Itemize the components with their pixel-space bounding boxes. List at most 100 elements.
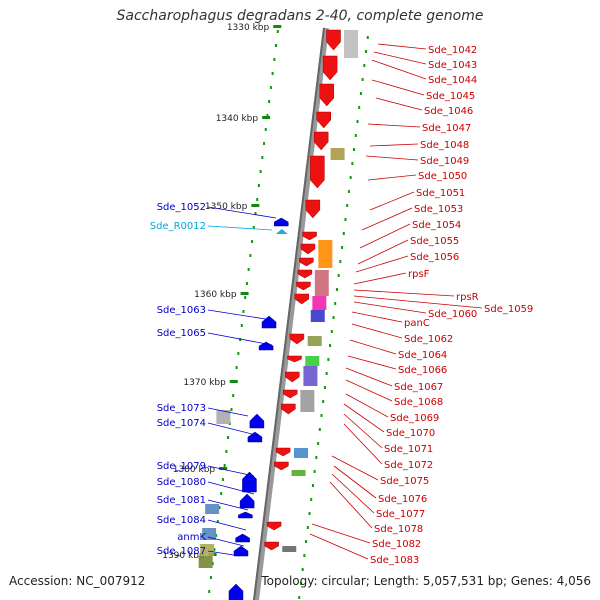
left-gene-label: Sde_1073 (157, 403, 206, 414)
track-dot (220, 492, 223, 495)
label-leader-line (345, 393, 389, 418)
right-gene-label: Sde_1071 (384, 444, 433, 455)
right-gene-label: Sde_1072 (384, 460, 433, 471)
track-dot (263, 142, 266, 145)
track-dot (363, 64, 366, 67)
label-leader-line (207, 407, 249, 417)
feature-block (314, 270, 329, 296)
right-gene-label: Sde_1075 (380, 476, 429, 487)
reverse-gene-arrow (239, 493, 255, 509)
accession-text: Accession: NC_007912 (9, 574, 146, 588)
label-leader-line (207, 481, 255, 495)
left-gene-label: Sde_1087 (157, 546, 206, 557)
track-dot (221, 478, 224, 481)
track-dot (351, 162, 354, 165)
track-dot (358, 106, 361, 109)
label-leader-line (351, 311, 403, 323)
label-leader-line (367, 123, 421, 128)
reverse-genes (228, 217, 289, 600)
right-gene-label: Sde_1070 (386, 428, 435, 439)
topology-text: Topology: circular; Length: 5,057,531 bp… (261, 574, 591, 588)
left-gene-label: Sde_1081 (157, 495, 206, 506)
label-leader-line (369, 143, 419, 147)
track-dot (208, 590, 211, 593)
forward-gene-arrow (319, 83, 335, 107)
track-dot (225, 450, 228, 453)
track-dot (332, 316, 335, 319)
forward-gene-arrow (313, 131, 329, 151)
track-dot (259, 170, 262, 173)
feature-block (305, 356, 320, 366)
right-gene-label: Sde_1062 (404, 334, 453, 345)
label-leader-line (353, 289, 455, 297)
feature-block (344, 30, 359, 58)
right-gene-label: Sde_1056 (410, 252, 459, 263)
reverse-gene-arrow (261, 315, 277, 329)
forward-gene-arrow (266, 521, 282, 531)
right-gene-label: panC (404, 318, 430, 329)
right-gene-label: Sde_1066 (398, 365, 447, 376)
feature-block (307, 336, 322, 346)
track-dot (256, 198, 259, 201)
track-dot (232, 394, 235, 397)
reverse-gene-arrow (235, 533, 250, 543)
label-leader-line (207, 499, 249, 511)
track-dot (339, 260, 342, 263)
track-dot (323, 386, 326, 389)
feature-block (202, 528, 217, 540)
reverse-gene-arrow (242, 471, 257, 493)
track-dot (276, 30, 279, 33)
track-dot (273, 58, 276, 61)
track-dot (254, 212, 257, 215)
right-gene-labels: Sde_1042 Sde_1043 Sde_1044 Sde_1045 Sde_1046… (309, 43, 533, 566)
track-dot (317, 442, 320, 445)
track-dot (251, 240, 254, 243)
right-gene-label: Sde_1082 (372, 539, 421, 550)
track-dot (344, 218, 347, 221)
label-leader-line (207, 309, 273, 321)
label-leader-line (329, 481, 373, 529)
track-dot (359, 92, 362, 95)
right-gene-label: Sde_1060 (428, 309, 477, 320)
forward-gene-arrow (282, 389, 298, 399)
green-dot-tracks (208, 30, 369, 599)
left-gene-label: Sde_1065 (157, 328, 206, 339)
tick-mark (251, 204, 260, 207)
forward-gene-arrow (326, 29, 341, 51)
track-dot (327, 358, 330, 361)
track-dot (218, 506, 221, 509)
right-gene-label: Sde_1054 (412, 220, 461, 231)
track-dot (268, 100, 271, 103)
feature-block (205, 504, 220, 514)
track-dot (341, 246, 344, 249)
right-gene-label: Sde_1049 (420, 156, 469, 167)
left-gene-label: Sde_1063 (157, 305, 206, 316)
track-dot (237, 352, 240, 355)
left-gene-label: anmK (177, 532, 206, 543)
label-leader-line (369, 191, 415, 211)
label-leader-line (367, 174, 417, 181)
track-dot (209, 576, 212, 579)
track-dot (216, 520, 219, 523)
track-dot (356, 120, 359, 123)
right-gene-label: Sde_1055 (410, 236, 459, 247)
label-leader-line (377, 43, 427, 50)
feature-block (198, 556, 213, 568)
track-dot (252, 226, 255, 229)
right-gene-label: Sde_1048 (420, 140, 469, 151)
label-leader-line (333, 465, 377, 499)
label-leader-line (365, 155, 419, 161)
track-dot (235, 366, 238, 369)
track-dot (366, 36, 369, 39)
label-leader-line (353, 295, 483, 309)
track-dot (298, 596, 301, 599)
right-gene-label: Sde_1083 (370, 555, 419, 566)
label-leader-line (345, 367, 393, 387)
label-leader-line (343, 403, 385, 433)
label-leader-line (345, 379, 393, 402)
track-dot (266, 114, 269, 117)
forward-gene-arrow (281, 403, 296, 415)
tick-mark (240, 292, 249, 295)
track-dot (301, 568, 304, 571)
forward-gene-arrow (300, 243, 316, 255)
